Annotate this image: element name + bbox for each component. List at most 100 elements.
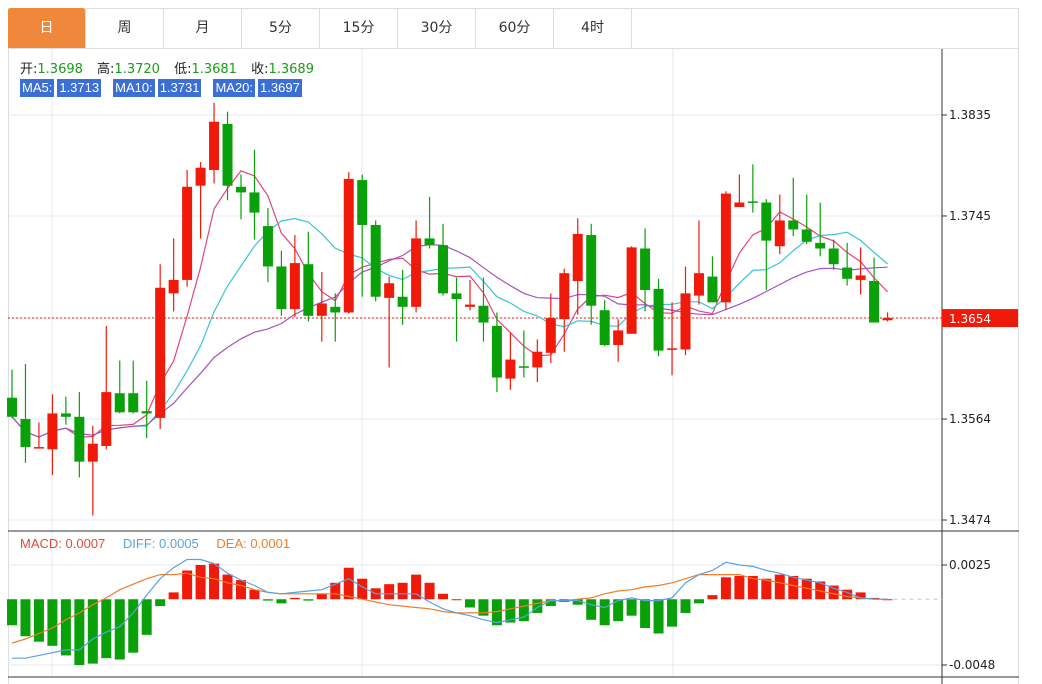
candle-body (438, 245, 449, 294)
diff-line (12, 558, 888, 659)
candle-body (249, 192, 260, 213)
macd-bar-positive (855, 592, 866, 600)
candle-body (195, 167, 206, 186)
tab-4hour[interactable]: 4时 (554, 8, 632, 48)
macd-bar-positive (842, 589, 853, 600)
candle-up (289, 235, 300, 317)
candle-body (262, 226, 273, 267)
candle-body (828, 248, 839, 265)
tab-30min[interactable]: 30分 (398, 8, 476, 48)
candle-down (276, 250, 287, 316)
ma-legend: MA5: 1.3713 MA10: 1.3731 MA20: 1.3697 (20, 79, 314, 97)
candle-up (680, 266, 691, 356)
candle-down (330, 293, 341, 342)
price-tick-label: 1.3474 (949, 513, 991, 527)
candle-body (182, 186, 193, 280)
candle-up (343, 172, 354, 314)
candle-up (168, 238, 179, 312)
chart-frame (8, 8, 1019, 684)
low-value: 1.3681 (191, 62, 237, 77)
macd-bar-positive (707, 595, 718, 600)
candle-body (788, 220, 799, 230)
tab-5min[interactable]: 5分 (242, 8, 320, 48)
macd-value: MACD: 0.0007 (20, 536, 106, 551)
candle-body (545, 318, 556, 353)
macd-bar-negative (87, 599, 98, 664)
candle-up (155, 264, 166, 430)
macd-bar-negative (532, 599, 543, 613)
macd-bar-negative (505, 599, 516, 623)
candle-up (182, 169, 193, 287)
candle-body (397, 296, 408, 307)
open-value: 1.3698 (37, 62, 83, 77)
current-price-label: 1.3654 (949, 312, 991, 326)
ma5-label: MA5: (20, 79, 55, 97)
tab-month[interactable]: 月 (164, 8, 242, 48)
macd-bar-negative (518, 599, 529, 622)
tab-15min[interactable]: 15分 (320, 8, 398, 48)
candle-body (128, 393, 139, 413)
macd-bar-negative (586, 599, 597, 620)
candle-up (774, 194, 785, 255)
candle-up (720, 191, 731, 311)
macd-bar-positive (788, 575, 799, 600)
macd-bar-positive (747, 575, 758, 600)
candle-body (384, 283, 395, 298)
candle-down (842, 242, 853, 286)
ma10-label: MA10: (113, 79, 155, 97)
macd-bar-negative (599, 599, 610, 626)
macd-bar-positive (815, 581, 826, 600)
candle-down (747, 164, 758, 213)
macd-bar-negative (478, 599, 489, 616)
macd-bar-positive (828, 585, 839, 600)
macd-bar-positive (438, 593, 449, 600)
tab-day[interactable]: 日 (8, 8, 86, 48)
candle-body (20, 419, 31, 448)
candle-body (357, 180, 368, 225)
candle-up (464, 279, 475, 311)
candle-down (60, 396, 71, 425)
macd-bar-negative (545, 599, 556, 607)
macd-bar-positive (330, 582, 341, 600)
macd-bar-negative (613, 599, 624, 622)
candle-up (626, 246, 637, 334)
candle-up (734, 174, 745, 207)
candle-down (478, 277, 489, 342)
candle-down (761, 199, 772, 291)
candle-body (707, 276, 718, 303)
candle-body (47, 413, 58, 450)
candle-down (262, 208, 273, 283)
candle-up (882, 312, 893, 322)
macd-bar-negative (680, 599, 691, 613)
candle-down (370, 220, 381, 302)
candle-up (855, 247, 866, 295)
candle-body (842, 267, 853, 279)
ma10-value: 1.3731 (157, 79, 202, 97)
candle-body (774, 220, 785, 247)
candle-body (572, 233, 583, 282)
macd-bar-negative (20, 599, 31, 637)
candle-body (505, 359, 516, 379)
tab-60min[interactable]: 60分 (476, 8, 554, 48)
macd-bar-positive (451, 599, 462, 601)
candle-down (249, 149, 260, 240)
candle-down (788, 177, 799, 237)
macd-bar-negative (640, 599, 651, 629)
tab-week[interactable]: 周 (86, 8, 164, 48)
macd-bar-negative (464, 599, 475, 608)
macd-bar-negative (114, 599, 125, 660)
ma10-line (11, 217, 888, 438)
candle-body (289, 263, 300, 310)
price-tick-label: 1.3745 (949, 209, 991, 223)
price-tick-label: 1.3564 (949, 412, 991, 426)
candle-body (693, 273, 704, 296)
high-label: 高: (97, 62, 115, 77)
candle-body (653, 288, 664, 351)
candle-down (451, 277, 462, 342)
macd-bar-negative (155, 599, 166, 607)
candle-up (87, 425, 98, 516)
macd-bar-positive (209, 563, 220, 600)
candle-down (303, 231, 314, 322)
candle-body (882, 318, 893, 321)
